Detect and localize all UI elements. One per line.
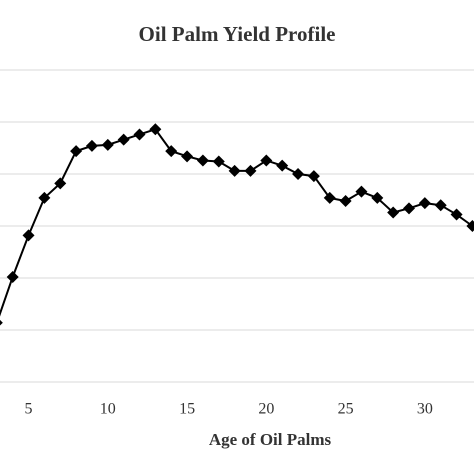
data-point [355, 185, 368, 198]
data-point [339, 195, 352, 208]
data-point [54, 177, 67, 190]
data-point [70, 145, 83, 158]
x-axis-label: Age of Oil Palms [209, 430, 332, 449]
data-point [466, 220, 474, 232]
data-point [212, 155, 225, 168]
data-point [101, 138, 114, 151]
data-point [117, 133, 130, 146]
data-point [196, 154, 209, 167]
x-tick-label: 25 [338, 401, 354, 418]
x-tick-label: 5 [25, 401, 33, 418]
x-tick-label: 15 [179, 401, 195, 418]
data-point [133, 128, 146, 141]
data-point [6, 270, 19, 283]
data-point [22, 229, 35, 242]
data-point [165, 145, 178, 158]
data-point [228, 164, 241, 177]
x-tick-label: 20 [258, 401, 274, 418]
data-point [181, 150, 194, 163]
data-point [292, 168, 305, 180]
x-tick-label: 10 [100, 401, 116, 418]
data-point [307, 170, 320, 183]
data-point [403, 202, 416, 215]
data-point [149, 123, 162, 136]
data-point [371, 191, 384, 204]
data-point [323, 191, 336, 204]
data-point [85, 139, 98, 152]
data-point [387, 206, 400, 219]
data-point [434, 199, 447, 212]
data-point [418, 197, 431, 210]
x-tick-label: 30 [417, 401, 433, 418]
data-point [450, 208, 463, 221]
chart-title: Oil Palm Yield Profile [139, 22, 336, 46]
data-point [244, 164, 257, 177]
data-point [260, 154, 273, 167]
data-point [0, 319, 3, 326]
data-point [276, 159, 289, 172]
data-point [38, 191, 51, 204]
